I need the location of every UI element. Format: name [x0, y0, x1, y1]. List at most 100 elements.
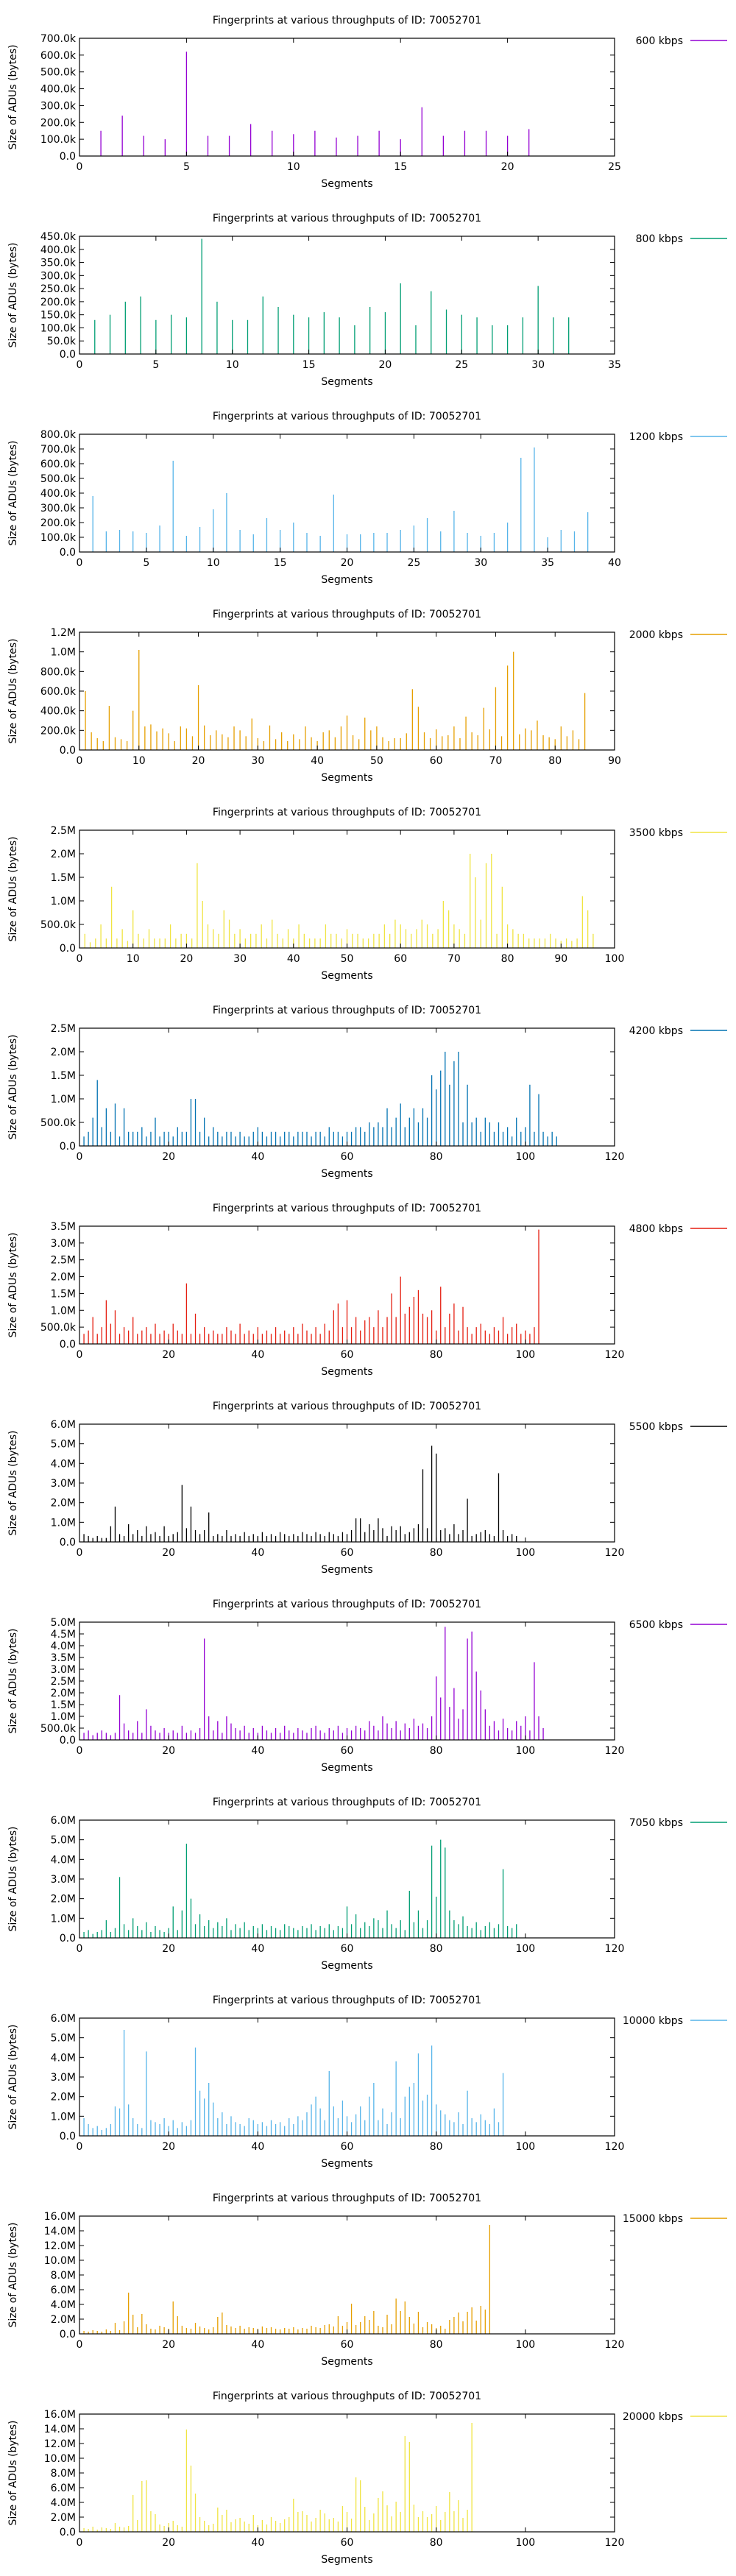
x-tick-label: 40: [251, 2537, 264, 2549]
x-axis-label: Segments: [321, 1168, 372, 1180]
chart-title: Fingerprints at various throughputs of I…: [213, 1995, 481, 2006]
x-tick-label: 30: [531, 359, 545, 371]
legend-label: 3500 kbps: [629, 827, 683, 839]
y-tick-label: 6.0M: [51, 1419, 76, 1431]
y-tick-label: 4.5M: [51, 1629, 76, 1641]
x-tick-label: 90: [554, 953, 567, 965]
x-tick-label: 120: [605, 2339, 625, 2351]
chart-panel-1: Fingerprints at various throughputs of I…: [7, 15, 727, 190]
x-tick-label: 30: [474, 557, 487, 569]
x-axis-label: Segments: [321, 178, 372, 190]
x-tick-label: 20: [379, 359, 392, 371]
chart-panel-10: Fingerprints at various throughputs of I…: [7, 1797, 727, 1972]
y-tick-label: 100.0k: [40, 134, 77, 146]
x-tick-label: 25: [608, 161, 621, 173]
y-tick-label: 0.0: [60, 2131, 76, 2142]
y-tick-label: 8.0M: [51, 2468, 76, 2480]
x-tick-label: 20: [192, 755, 205, 767]
x-tick-label: 10: [287, 161, 300, 173]
y-tick-label: 150.0k: [40, 310, 77, 322]
x-tick-label: 25: [455, 359, 468, 371]
y-axis-label: Size of ADUs (bytes): [7, 639, 19, 744]
y-axis-label: Size of ADUs (bytes): [7, 2421, 19, 2526]
x-tick-label: 60: [341, 2141, 354, 2153]
y-tick-label: 0.0: [60, 349, 76, 361]
x-tick-label: 30: [251, 755, 264, 767]
legend-label: 4800 kbps: [629, 1223, 683, 1235]
y-axis-label: Size of ADUs (bytes): [7, 1035, 19, 1140]
x-tick-label: 100: [515, 2141, 535, 2153]
chart-panel-11: Fingerprints at various throughputs of I…: [7, 1995, 727, 2170]
y-tick-label: 0.0: [60, 1735, 76, 1747]
y-tick-label: 800.0k: [40, 666, 77, 678]
y-tick-label: 0.0: [60, 1141, 76, 1153]
x-tick-label: 20: [162, 2339, 175, 2351]
x-tick-label: 100: [515, 2537, 535, 2549]
y-tick-label: 0.0: [60, 745, 76, 757]
x-tick-label: 40: [608, 557, 621, 569]
y-tick-label: 3.0M: [51, 1874, 76, 1886]
plot-frame: [79, 1027, 615, 1147]
chart-panel-9: Fingerprints at various throughputs of I…: [7, 1599, 727, 1774]
y-tick-label: 700.0k: [40, 444, 77, 456]
x-tick-label: 100: [515, 1547, 535, 1559]
x-tick-label: 60: [394, 953, 407, 965]
x-tick-label: 60: [341, 1349, 354, 1361]
y-tick-label: 0.0: [60, 547, 76, 559]
y-tick-label: 14.0M: [44, 2226, 76, 2237]
x-tick-label: 0: [77, 161, 83, 173]
y-tick-label: 1.0M: [51, 1913, 76, 1925]
y-axis-label: Size of ADUs (bytes): [7, 2025, 19, 2130]
x-tick-label: 10: [127, 953, 140, 965]
chart-title: Fingerprints at various throughputs of I…: [213, 15, 481, 26]
legend-label: 600 kbps: [636, 35, 683, 47]
y-tick-label: 16.0M: [44, 2211, 76, 2223]
x-tick-label: 80: [430, 1151, 443, 1163]
y-tick-label: 6.0M: [51, 2013, 76, 2025]
x-tick-label: 20: [162, 1151, 175, 1163]
y-tick-label: 0.0: [60, 1933, 76, 1945]
y-tick-label: 2.0M: [51, 1688, 76, 1699]
x-tick-label: 15: [274, 557, 287, 569]
chart-title: Fingerprints at various throughputs of I…: [213, 1401, 481, 1412]
x-tick-label: 100: [605, 953, 625, 965]
x-axis-label: Segments: [321, 2158, 372, 2170]
x-tick-label: 60: [341, 1943, 354, 1955]
y-tick-label: 0.0: [60, 1339, 76, 1351]
x-tick-label: 100: [515, 1943, 535, 1955]
x-tick-label: 20: [162, 1349, 175, 1361]
legend-label: 15000 kbps: [623, 2213, 683, 2225]
y-tick-label: 12.0M: [44, 2240, 76, 2252]
x-axis-label: Segments: [321, 1564, 372, 1576]
x-tick-label: 0: [77, 2537, 83, 2549]
y-tick-label: 2.5M: [51, 1255, 76, 1267]
x-tick-label: 20: [162, 1943, 175, 1955]
x-tick-label: 100: [515, 1151, 535, 1163]
y-tick-label: 1.0M: [51, 1305, 76, 1317]
x-tick-label: 80: [430, 1745, 443, 1757]
chart-panel-13: Fingerprints at various throughputs of I…: [7, 2391, 727, 2566]
legend-label: 800 kbps: [636, 233, 683, 245]
x-tick-label: 0: [77, 1349, 83, 1361]
chart-title: Fingerprints at various throughputs of I…: [213, 1203, 481, 1214]
y-tick-label: 500.0k: [40, 67, 77, 79]
y-tick-label: 0.0: [60, 1537, 76, 1549]
y-tick-label: 3.0M: [51, 1478, 76, 1490]
x-tick-label: 100: [515, 1349, 535, 1361]
y-axis-label: Size of ADUs (bytes): [7, 1827, 19, 1932]
y-tick-label: 6.0M: [51, 1815, 76, 1827]
x-tick-label: 20: [162, 2537, 175, 2549]
y-tick-label: 200.0k: [40, 117, 77, 129]
legend-label: 1200 kbps: [629, 431, 683, 443]
y-tick-label: 2.0M: [51, 849, 76, 860]
x-axis-label: Segments: [321, 2356, 372, 2368]
x-tick-label: 40: [251, 2141, 264, 2153]
x-tick-label: 0: [77, 1547, 83, 1559]
x-tick-label: 0: [77, 2339, 83, 2351]
y-axis-label: Size of ADUs (bytes): [7, 1233, 19, 1338]
y-tick-label: 4.0M: [51, 1854, 76, 1866]
y-tick-label: 200.0k: [40, 517, 77, 529]
x-axis-label: Segments: [321, 2554, 372, 2566]
x-tick-label: 70: [447, 953, 461, 965]
x-axis-label: Segments: [321, 772, 372, 784]
